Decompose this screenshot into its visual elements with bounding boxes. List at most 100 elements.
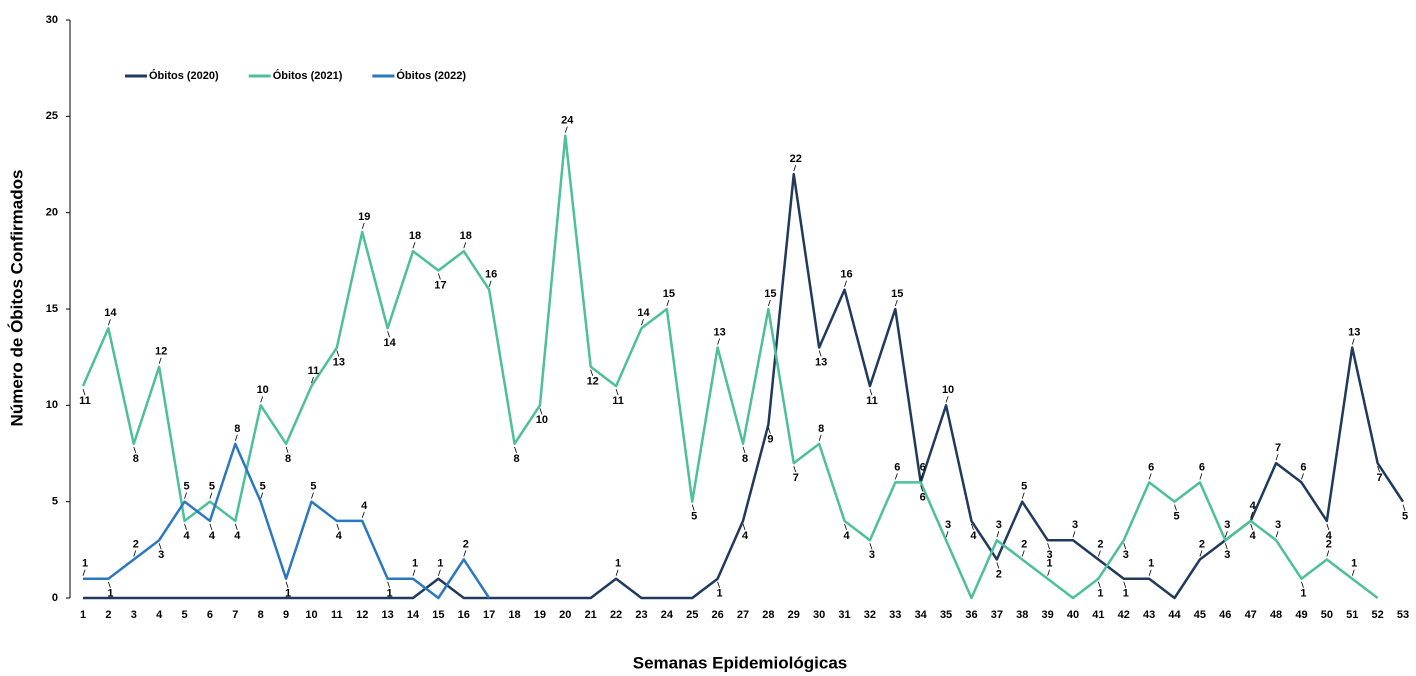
data-label: 8: [234, 423, 240, 435]
data-label: 4: [209, 530, 216, 542]
label-leader: [844, 280, 847, 287]
x-tick-label: 21: [585, 609, 597, 621]
data-label: 3: [1072, 519, 1078, 531]
label-leader: [1123, 543, 1127, 550]
data-label: 6: [920, 491, 926, 503]
label-leader: [768, 427, 771, 434]
x-tick-label: 9: [283, 609, 289, 621]
data-label: 18: [409, 230, 421, 242]
y-tick-label: 5: [52, 496, 58, 508]
x-tick-label: 32: [864, 609, 876, 621]
label-leader: [387, 581, 390, 588]
label-leader: [209, 523, 213, 531]
label-leader: [184, 523, 187, 531]
label-leader: [1072, 531, 1076, 538]
x-tick-label: 46: [1219, 609, 1231, 621]
data-label: 1: [717, 588, 723, 600]
legend-label: Óbitos (2021): [273, 69, 343, 82]
data-label: 2: [133, 538, 139, 550]
data-label: 22: [790, 153, 802, 165]
x-axis-title: Semanas Epidemiológicas: [633, 653, 847, 672]
data-label: 3: [945, 519, 951, 531]
x-tick-label: 7: [232, 609, 238, 621]
x-tick-label: 28: [762, 609, 774, 621]
label-leader: [590, 369, 594, 376]
data-label: 2: [1097, 538, 1103, 550]
data-label: 10: [536, 414, 548, 426]
data-label: 4: [843, 530, 850, 542]
data-label: 8: [513, 453, 519, 465]
x-tick-label: 47: [1245, 609, 1257, 621]
data-label: 1: [1047, 558, 1053, 570]
data-label: 4: [742, 530, 749, 542]
label-leader: [438, 273, 441, 280]
data-label: 16: [485, 269, 497, 281]
data-label: 16: [840, 269, 852, 281]
data-label: 12: [155, 346, 167, 358]
data-label: 7: [1275, 442, 1281, 454]
label-leader: [920, 473, 924, 480]
label-leader: [717, 581, 720, 588]
data-label: 13: [1348, 326, 1360, 338]
label-leader: [1351, 569, 1355, 576]
label-leader: [1098, 581, 1101, 588]
x-tick-label: 39: [1041, 609, 1053, 621]
label-leader: [108, 581, 111, 588]
label-leader: [82, 569, 86, 576]
data-label: 6: [894, 461, 900, 473]
label-leader: [336, 523, 340, 531]
label-leader: [1301, 581, 1304, 588]
data-label: 2: [996, 568, 1002, 580]
label-leader: [1275, 531, 1279, 538]
label-leader: [996, 531, 1000, 538]
legend-label: Óbitos (2020): [149, 69, 219, 82]
x-tick-label: 16: [458, 609, 470, 621]
label-leader: [564, 126, 568, 133]
data-label: 5: [691, 511, 697, 523]
data-label: 4: [234, 530, 241, 542]
x-tick-label: 24: [661, 609, 674, 621]
series-line: [83, 442, 491, 600]
y-tick-label: 30: [46, 14, 58, 26]
label-leader: [818, 434, 822, 441]
x-tick-label: 19: [534, 609, 546, 621]
label-leader: [666, 299, 670, 307]
x-tick-label: 29: [788, 609, 800, 621]
x-tick-label: 13: [381, 609, 393, 621]
data-label: 4: [361, 500, 368, 512]
data-label: 5: [1173, 511, 1179, 523]
label-leader: [1224, 531, 1228, 538]
data-label: 14: [104, 307, 117, 319]
x-tick-label: 52: [1371, 609, 1383, 621]
x-tick-label: 27: [737, 609, 749, 621]
x-tick-label: 37: [991, 609, 1003, 621]
label-leader: [1275, 454, 1279, 461]
y-tick-label: 25: [46, 110, 58, 122]
data-label: 3: [1224, 519, 1230, 531]
data-label: 3: [1224, 549, 1230, 561]
data-label: 13: [815, 356, 827, 368]
data-label: 4: [1250, 500, 1257, 512]
data-label: 1: [82, 558, 88, 570]
label-leader: [361, 511, 365, 519]
x-tick-label: 48: [1270, 609, 1282, 621]
data-label: 1: [1300, 588, 1306, 600]
x-tick-label: 2: [105, 609, 111, 621]
x-tick-label: 8: [258, 609, 264, 621]
label-leader: [1301, 473, 1304, 480]
data-label: 11: [866, 395, 878, 407]
data-label: 18: [460, 230, 472, 242]
data-label: 10: [257, 384, 269, 396]
label-leader: [793, 466, 797, 473]
x-tick-label: 1: [80, 609, 86, 621]
label-leader: [412, 242, 416, 249]
label-leader: [894, 299, 898, 307]
data-label: 14: [383, 337, 396, 349]
data-label: 4: [970, 530, 977, 542]
label-leader: [844, 523, 847, 531]
x-tick-label: 53: [1397, 609, 1409, 621]
x-tick-label: 31: [838, 609, 850, 621]
y-tick-label: 20: [46, 207, 58, 219]
x-tick-label: 17: [483, 609, 495, 621]
x-tick-label: 6: [207, 609, 213, 621]
